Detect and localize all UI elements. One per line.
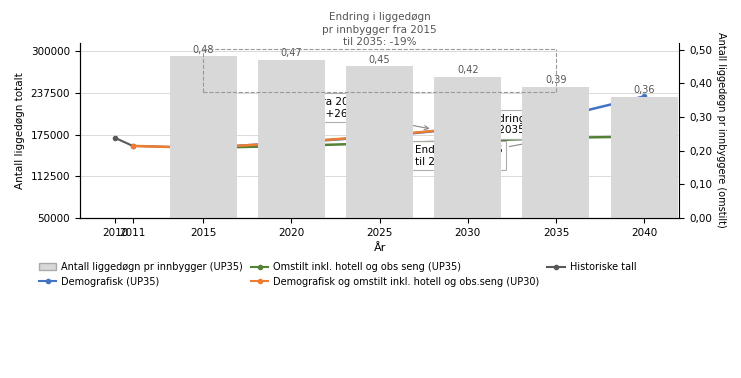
Text: 0,39: 0,39 [545,75,567,85]
Text: Endring fra 2011
til 2030*: +26 %: Endring fra 2011 til 2030*: +26 % [273,97,428,130]
Text: 0,47: 0,47 [281,48,302,58]
Bar [346,67,413,218]
Text: 0,45: 0,45 [369,55,391,65]
Legend: Antall liggedøgn pr innbygger (UP35), Demografisk (UP35), Omstilt inkl. hotell o: Antall liggedøgn pr innbygger (UP35), De… [35,258,640,291]
Bar [258,60,325,218]
Bar [434,77,501,218]
X-axis label: År: År [373,243,386,253]
Text: 0,36: 0,36 [634,85,655,96]
Text: 0,48: 0,48 [193,45,214,55]
Bar [170,56,236,218]
Bar [522,87,589,218]
Y-axis label: Antall liggedøgn totalt: Antall liggedøgn totalt [15,72,25,189]
Bar [611,97,677,218]
Text: 0,42: 0,42 [457,65,479,75]
Text: Endring fra 2015
til 2035: +49%: Endring fra 2015 til 2035: +49% [485,114,573,135]
Text: Endring fra 2015
til 2035*: +15 %: Endring fra 2015 til 2035*: +15 % [415,137,552,167]
Y-axis label: Antall liggedøgn pr innbyggere (omstilt): Antall liggedøgn pr innbyggere (omstilt) [716,33,726,228]
Text: Endring i liggedøgn
pr innbygger fra 2015
til 2035: -19%: Endring i liggedøgn pr innbygger fra 201… [322,12,437,47]
